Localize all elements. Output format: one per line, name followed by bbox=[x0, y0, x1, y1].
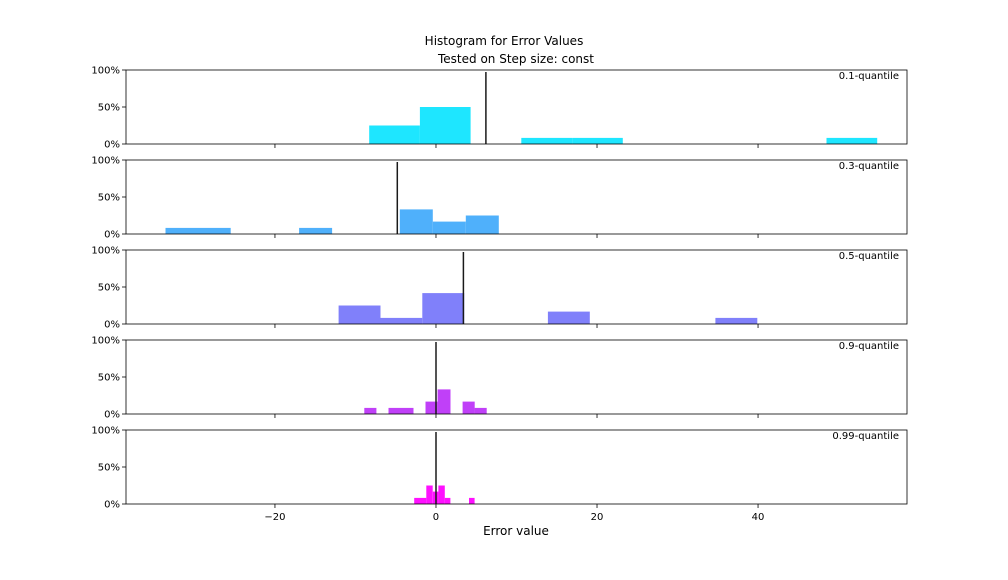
histogram-bar bbox=[380, 317, 423, 324]
y-tick-label: 100% bbox=[91, 426, 120, 437]
y-tick-label: 50% bbox=[98, 463, 120, 474]
y-tick-label: 50% bbox=[98, 283, 120, 294]
histogram-bar bbox=[465, 215, 499, 234]
histogram-panel: 0% 50% 100% 0.5-quantile bbox=[91, 246, 908, 331]
y-tick-label: 0% bbox=[104, 230, 120, 241]
y-tick-label: 50% bbox=[98, 373, 120, 384]
histogram-panels: 0% 50% 100% 0.1-quantile 0% 50% 100% 0.3-quanti… bbox=[91, 66, 908, 523]
histogram-bar bbox=[338, 305, 381, 324]
y-tick-label: 0% bbox=[104, 500, 120, 511]
histogram-bar bbox=[165, 227, 231, 234]
histogram-bar bbox=[826, 137, 878, 144]
histogram-bar bbox=[469, 497, 475, 504]
x-tick-label: −20 bbox=[264, 512, 285, 523]
histogram-bar bbox=[388, 407, 414, 414]
panel-frame bbox=[125, 429, 908, 505]
histogram-bar bbox=[715, 317, 758, 324]
histogram-bar bbox=[474, 407, 487, 414]
y-tick-label: 0% bbox=[104, 410, 120, 421]
x-axis-label: Error value bbox=[483, 524, 549, 538]
panel-series-label: 0.5-quantile bbox=[839, 251, 899, 262]
histogram-bar bbox=[369, 125, 420, 144]
y-tick-label: 0% bbox=[104, 140, 120, 151]
panel-series-label: 0.3-quantile bbox=[839, 161, 899, 172]
y-tick-label: 100% bbox=[91, 336, 120, 347]
histogram-panel: 0% 50% 100% 0.9-quantile bbox=[91, 336, 908, 421]
x-tick-label: 40 bbox=[752, 512, 765, 523]
histogram-bar bbox=[299, 227, 333, 234]
y-tick-label: 50% bbox=[98, 103, 120, 114]
panel-frame bbox=[125, 249, 908, 325]
y-tick-label: 100% bbox=[91, 66, 120, 77]
y-tick-label: 100% bbox=[91, 156, 120, 167]
histogram-bar bbox=[432, 221, 466, 234]
histogram-bar bbox=[422, 293, 465, 324]
histogram-bar bbox=[399, 209, 433, 234]
chart-subtitle: Tested on Step size: const bbox=[437, 52, 594, 66]
panel-frame bbox=[125, 339, 908, 415]
histogram-bar bbox=[547, 311, 590, 324]
chart-title: Histogram for Error Values bbox=[425, 34, 584, 48]
histogram-bar bbox=[462, 401, 475, 414]
y-tick-label: 100% bbox=[91, 246, 120, 257]
histogram-panel: 0% 50% 100% −20 0 20 40 0.99-quantile bbox=[91, 426, 908, 523]
histogram-bar bbox=[364, 407, 377, 414]
histogram-bar bbox=[572, 137, 623, 144]
histogram-bar bbox=[437, 389, 451, 414]
panel-series-label: 0.1-quantile bbox=[839, 71, 899, 82]
histogram-bar bbox=[419, 107, 471, 144]
histogram-bar bbox=[425, 401, 438, 414]
histogram-bar bbox=[521, 137, 572, 144]
histogram-panel: 0% 50% 100% 0.1-quantile bbox=[91, 66, 908, 151]
x-tick-label: 0 bbox=[433, 512, 439, 523]
histogram-bar bbox=[444, 497, 451, 504]
panel-frame bbox=[125, 69, 908, 145]
histogram-panel: 0% 50% 100% 0.3-quantile bbox=[91, 156, 908, 241]
y-tick-label: 50% bbox=[98, 193, 120, 204]
panel-frame bbox=[125, 159, 908, 235]
panel-series-label: 0.99-quantile bbox=[832, 431, 899, 442]
panel-series-label: 0.9-quantile bbox=[839, 341, 899, 352]
x-tick-label: 20 bbox=[591, 512, 604, 523]
y-tick-label: 0% bbox=[104, 320, 120, 331]
histogram-bar bbox=[426, 485, 433, 504]
histogram-bar bbox=[438, 485, 445, 504]
histogram-bar bbox=[414, 497, 427, 504]
